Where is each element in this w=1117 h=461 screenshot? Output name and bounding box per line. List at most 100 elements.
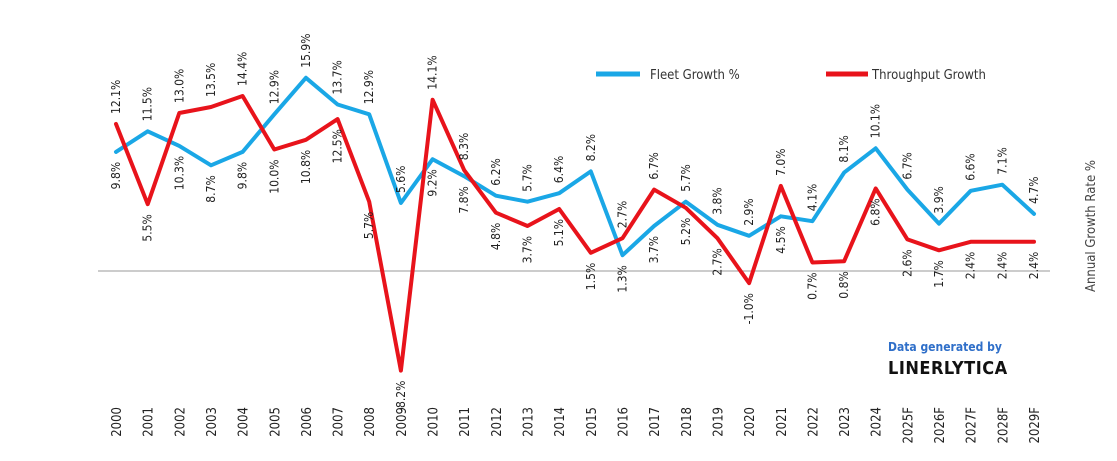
throughput-label-2009: -8.2%: [394, 381, 408, 412]
fleet-growth-line: [114, 75, 1036, 258]
legend-fleet-label: Fleet Growth %: [650, 68, 740, 83]
fleet-label-2000: 9.8%: [109, 162, 123, 189]
fleet-label-2001: 11.5%: [141, 87, 155, 121]
series-layer: [114, 75, 1036, 373]
fleet-label-2003: 8.7%: [204, 175, 218, 202]
fleet-label-2019: 3.8%: [710, 187, 724, 214]
throughput-label-2026F: 1.7%: [932, 260, 946, 287]
throughput-label-2004: 14.4%: [236, 52, 250, 86]
throughput-label-2013: 3.7%: [521, 236, 535, 263]
x-tick-2007: 2007: [332, 407, 347, 437]
x-tick-2025F: 2025F: [901, 407, 916, 444]
throughput-label-2024: 6.8%: [869, 198, 883, 225]
legend: Fleet Growth % Throughput Growth: [596, 68, 986, 83]
x-tick-2012: 2012: [490, 407, 505, 437]
fleet-label-2015: 8.2%: [584, 134, 598, 161]
throughput-label-2002: 13.0%: [172, 69, 186, 103]
throughput-label-2003: 13.5%: [204, 63, 218, 97]
x-tick-2009: 2009: [395, 407, 410, 437]
throughput-label-2025F: 2.6%: [900, 249, 914, 276]
fleet-label-2004: 9.8%: [236, 162, 250, 189]
x-tick-2024: 2024: [870, 407, 885, 437]
x-tick-2013: 2013: [522, 407, 537, 437]
x-tick-2000: 2000: [110, 407, 125, 437]
brand-name: LINERLYTICA: [888, 358, 1008, 379]
x-tick-2001: 2001: [142, 407, 157, 437]
throughput-label-2006: 10.8%: [299, 150, 313, 184]
fleet-label-2014: 6.4%: [552, 156, 566, 183]
fleet-label-2011: 7.8%: [457, 186, 471, 213]
x-tick-2016: 2016: [617, 407, 632, 437]
x-tick-2018: 2018: [680, 407, 695, 437]
throughput-label-2000: 12.1%: [109, 80, 123, 114]
throughput-label-2012: 4.8%: [489, 223, 503, 250]
fleet-label-2026F: 3.9%: [932, 186, 946, 213]
fleet-label-2024: 10.1%: [869, 104, 883, 138]
fleet-label-2010: 9.2%: [426, 169, 440, 196]
throughput-label-2027F: 2.4%: [964, 252, 978, 279]
throughput-label-2029F: 2.4%: [1027, 252, 1041, 279]
x-tick-2015: 2015: [585, 407, 600, 437]
throughput-label-2023: 0.8%: [837, 271, 851, 298]
x-tick-2020: 2020: [743, 407, 758, 437]
fleet-label-2007: 13.7%: [331, 60, 345, 94]
x-tick-2008: 2008: [363, 407, 378, 437]
x-tick-2003: 2003: [205, 407, 220, 437]
x-tick-2010: 2010: [427, 407, 442, 437]
throughput-label-2019: 2.7%: [710, 248, 724, 275]
y-axis-label: Annual Growth Rate %: [1084, 160, 1099, 292]
fleet-label-2027F: 6.6%: [964, 153, 978, 180]
x-tick-2021: 2021: [775, 407, 790, 437]
fleet-label-2022: 4.1%: [805, 184, 819, 211]
fleet-label-2002: 10.3%: [172, 156, 186, 190]
throughput-label-2015: 1.5%: [584, 263, 598, 290]
branding: Data generated by LINERLYTICA: [888, 340, 1008, 379]
fleet-label-2009: 5.6%: [394, 166, 408, 193]
fleet-label-2016: 1.3%: [616, 265, 630, 292]
fleet-label-2008: 12.9%: [362, 70, 376, 104]
fleet-label-2017: 3.7%: [647, 236, 661, 263]
throughput-label-2011: 8.3%: [457, 133, 471, 160]
throughput-growth-line: [114, 94, 1036, 373]
throughput-label-2017: 6.7%: [647, 152, 661, 179]
x-tick-2028F: 2028F: [996, 407, 1011, 444]
fleet-label-2028F: 7.1%: [995, 147, 1009, 174]
throughput-label-2016: 2.7%: [616, 201, 630, 228]
fleet-label-2021: 4.5%: [774, 226, 788, 253]
x-tick-2014: 2014: [553, 407, 568, 437]
x-tick-2023: 2023: [838, 407, 853, 437]
throughput-label-2014: 5.1%: [552, 219, 566, 246]
x-tick-2011: 2011: [458, 407, 473, 437]
fleet-label-2018: 5.7%: [679, 164, 693, 191]
x-tick-2017: 2017: [648, 407, 663, 437]
fleet-label-2029F: 4.7%: [1027, 176, 1041, 203]
x-tick-2002: 2002: [173, 407, 188, 437]
fleet-label-2005: 12.9%: [267, 70, 281, 104]
throughput-label-2028F: 2.4%: [995, 252, 1009, 279]
x-tick-2026F: 2026F: [933, 407, 948, 444]
legend-throughput-label: Throughput Growth: [871, 68, 986, 83]
throughput-label-2007: 12.5%: [331, 129, 345, 163]
x-axis-ticks: 2000 2001 2002 2003 2004 2005 2006 2007 2008 2009…: [110, 407, 1043, 444]
x-tick-2004: 2004: [237, 407, 252, 437]
x-tick-2022: 2022: [806, 407, 821, 437]
throughput-label-2005: 10.0%: [267, 160, 281, 194]
throughput-label-2021: 7.0%: [774, 148, 788, 175]
throughput-label-2001: 5.5%: [141, 214, 155, 241]
fleet-label-2020: 2.9%: [742, 198, 756, 225]
x-tick-2029F: 2029F: [1028, 407, 1043, 444]
fleet-label-2023: 8.1%: [837, 135, 851, 162]
throughput-label-2008: 5.7%: [362, 212, 376, 239]
throughput-label-2010: 14.1%: [426, 55, 440, 89]
throughput-label-2020: -1.0%: [742, 293, 756, 324]
throughput-label-2018: 5.2%: [679, 218, 693, 245]
x-tick-2027F: 2027F: [965, 407, 980, 444]
data-labels: 12.1% 9.8% 11.5% 5.5% 13.0% 10.3% 13.5% 8.7% 14.…: [109, 34, 1041, 412]
fleet-label-2006: 15.9%: [299, 34, 313, 68]
brand-caption: Data generated by: [888, 340, 1002, 354]
fleet-label-2025F: 6.7%: [900, 152, 914, 179]
x-tick-2006: 2006: [300, 407, 315, 437]
throughput-label-2022: 0.7%: [805, 273, 819, 300]
x-tick-2005: 2005: [268, 407, 283, 437]
